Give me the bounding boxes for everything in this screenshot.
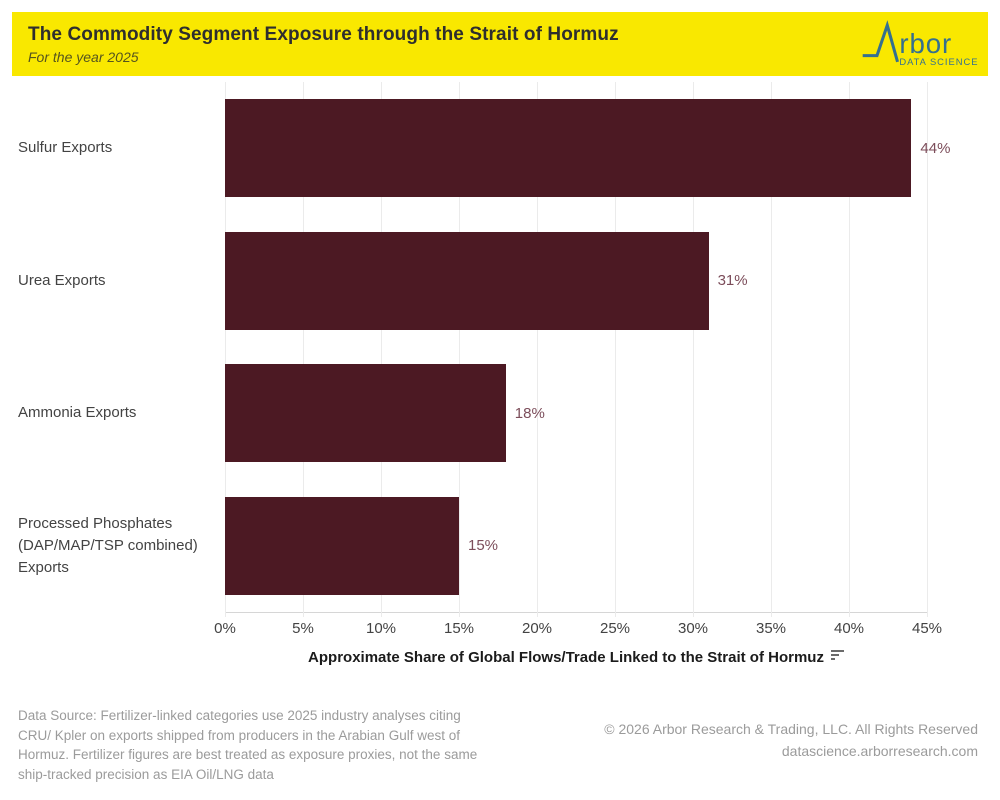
- grid-line: [771, 82, 772, 617]
- chart-subtitle: For the year 2025: [28, 48, 139, 65]
- grid-line: [693, 82, 694, 617]
- category-label: Ammonia Exports: [18, 404, 137, 422]
- bar-sulfur[interactable]: [225, 99, 912, 198]
- x-tick-label: 20%: [521, 620, 553, 637]
- copyright-note: © 2026 Arbor Research & Trading, LLC. Al…: [604, 721, 978, 759]
- svg-text:rbor: rbor: [899, 28, 952, 59]
- x-tick-label: 0%: [214, 620, 236, 637]
- y-axis-category-labels: Sulfur Exports Urea Exports Ammonia Export…: [0, 82, 225, 612]
- bar-value-label: 31%: [717, 272, 748, 290]
- x-tick-label: 30%: [677, 620, 709, 637]
- data-source-note: Data Source: Fertilizer-linked categorie…: [18, 708, 478, 782]
- svg-text:DATA SCIENCE: DATA SCIENCE: [899, 57, 978, 67]
- grid-line: [849, 82, 850, 617]
- x-tick-label: 35%: [755, 620, 787, 637]
- bar-value-label: 15%: [468, 537, 499, 555]
- chart-title: The Commodity Segment Exposure through t…: [28, 23, 619, 45]
- category-label: Sulfur Exports: [18, 139, 113, 157]
- grid-line: [537, 82, 538, 617]
- x-axis-tick-labels: 0% 5% 10% 15% 20% 25% 30% 35% 40% 45%: [214, 620, 942, 640]
- header-banner: The Commodity Segment Exposure through t…: [12, 12, 988, 76]
- category-label: Processed Phosphates (DAP/MAP/TSP combin…: [18, 515, 198, 576]
- sort-descending-icon[interactable]: [830, 649, 844, 660]
- x-axis-line: [225, 612, 927, 613]
- x-tick-label: 45%: [911, 620, 943, 637]
- bar-value-label: 18%: [514, 404, 545, 422]
- header-text: The Commodity Segment Exposure through t…: [28, 24, 619, 65]
- grid-line: [225, 82, 226, 617]
- bar-processed[interactable]: [225, 496, 459, 595]
- bar-urea[interactable]: [225, 231, 709, 330]
- grid-line: [303, 82, 304, 617]
- plot-area: 44% 31% 18% 15%: [225, 82, 950, 617]
- logo-peak-icon: [862, 20, 900, 63]
- category-label: Urea Exports: [18, 271, 106, 289]
- grid-line: [381, 82, 382, 617]
- grid-line: [459, 82, 460, 617]
- grid-line: [615, 82, 616, 617]
- x-axis-title: Approximate Share of Global Flows/Trade …: [308, 649, 824, 666]
- x-axis-title-row: Approximate Share of Global Flows/Trade …: [225, 649, 927, 666]
- x-tick-label: 10%: [365, 620, 397, 637]
- x-tick-label: 15%: [443, 620, 475, 637]
- grid-line: [927, 82, 928, 617]
- bar-value-label: 44%: [920, 139, 951, 157]
- x-tick-label: 5%: [292, 620, 314, 637]
- x-tick-label: 25%: [599, 620, 631, 637]
- x-tick-label: 40%: [833, 620, 865, 637]
- bar-ammonia[interactable]: [225, 364, 506, 463]
- arbor-data-science-logo: rbor DATA SCIENCE: [862, 20, 978, 67]
